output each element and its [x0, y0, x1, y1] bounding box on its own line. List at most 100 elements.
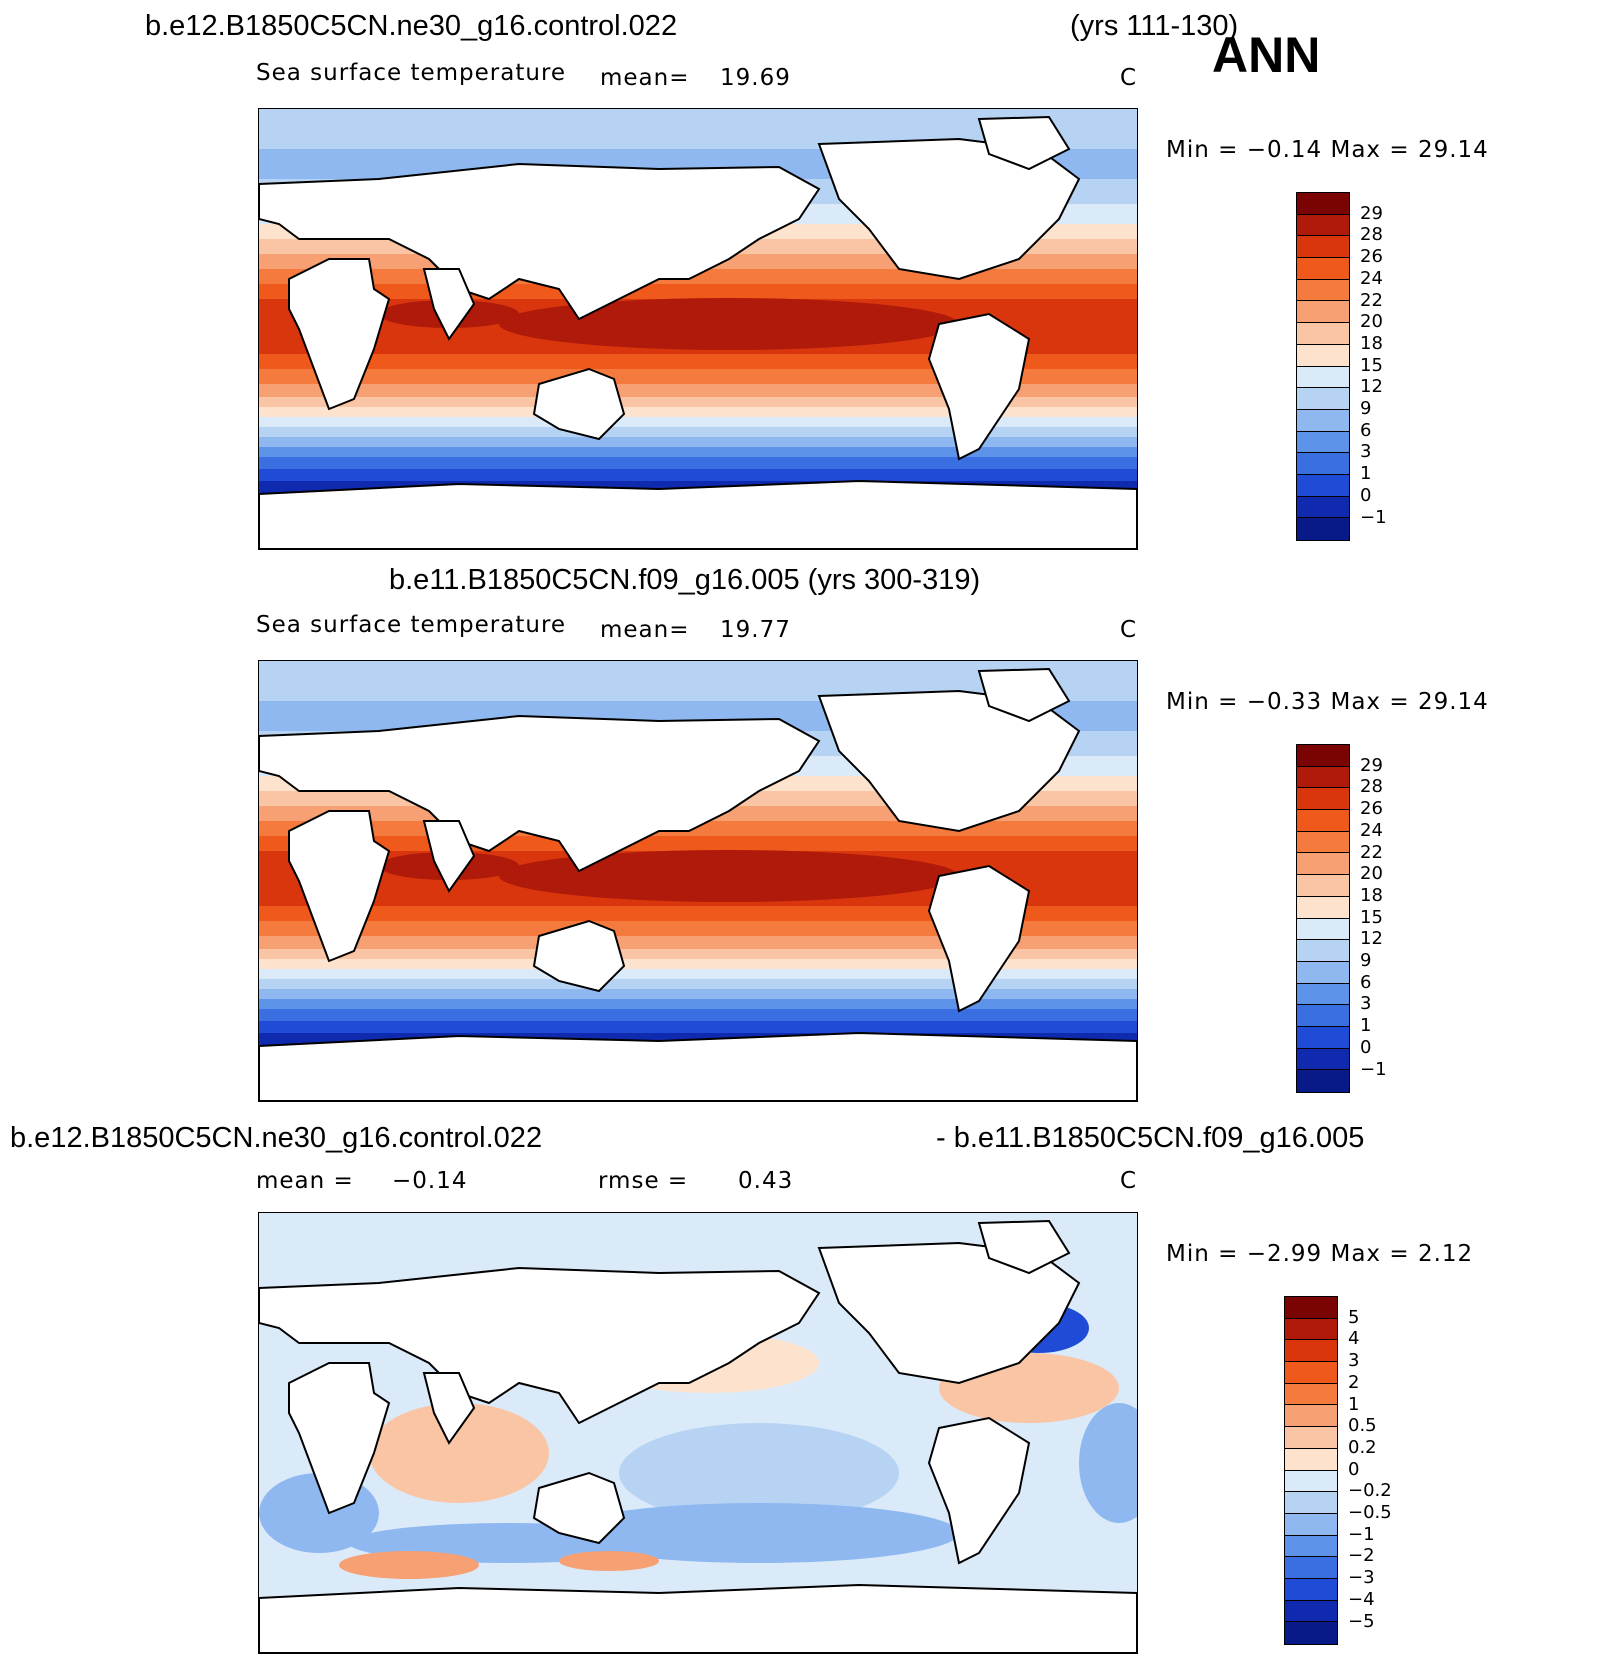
colorbar-tick-label: 0 [1360, 484, 1372, 506]
map-canvas [259, 1213, 1137, 1653]
continent-outline [927, 1416, 1031, 1565]
colorbar-tick-label: 20 [1360, 863, 1383, 885]
colorbar-tick-label: 1 [1360, 1015, 1372, 1037]
panel2-mean-label: mean= [600, 617, 690, 643]
colorbar-tick-label: 6 [1360, 971, 1372, 993]
panel1-map [258, 108, 1138, 550]
sst-band [259, 384, 1137, 397]
sst-band [259, 1009, 1137, 1021]
colorbar-tick-label: 1 [1348, 1393, 1360, 1415]
colorbar-tick-label: 29 [1360, 202, 1383, 224]
colorbar-swatch [1285, 1405, 1337, 1428]
panel3-rmse-value: 0.43 [738, 1168, 794, 1194]
colorbar-tick-label: −0.5 [1348, 1502, 1392, 1523]
panel2-map [258, 660, 1138, 1102]
colorbar-swatch [1297, 214, 1349, 237]
colorbar-swatch [1285, 1492, 1337, 1514]
panel1-units: C [1120, 65, 1138, 91]
colorbar-tick-label: 24 [1360, 267, 1383, 289]
colorbar-swatch [1297, 236, 1349, 259]
colorbar-swatch [1297, 745, 1349, 767]
sst-band [259, 397, 1137, 407]
continent-outline [927, 864, 1031, 1013]
colorbar-swatch [1297, 983, 1349, 1006]
panel1-minmax: Min = −0.14 Max = 29.14 [1166, 137, 1489, 163]
sst-band [259, 949, 1137, 959]
colorbar-tick-label: 12 [1360, 928, 1383, 950]
sst-band [259, 999, 1137, 1009]
continent-outline [259, 714, 821, 873]
colorbar-tick-label: −2 [1348, 1545, 1375, 1567]
sst-band [259, 369, 1137, 384]
colorbar-tick-label: 24 [1360, 819, 1383, 841]
continent-outline [422, 820, 476, 893]
continent-outline [532, 1471, 626, 1545]
continent-outline [422, 1372, 476, 1445]
colorbar-tick-label: 0 [1348, 1458, 1360, 1480]
sst-band [259, 969, 1137, 979]
sst-band [259, 921, 1137, 936]
colorbar-swatch [1297, 409, 1349, 432]
colorbar-tick-label: 22 [1360, 289, 1383, 311]
colorbar-tick-label: −3 [1348, 1567, 1375, 1589]
colorbar-tick-label: 2 [1348, 1371, 1360, 1393]
warm-pool [499, 850, 959, 902]
colorbar-tick-label: 26 [1360, 798, 1383, 820]
panel2-title: b.e11.B1850C5CN.f09_g16.005 (yrs 300-319… [389, 564, 981, 596]
colorbar-tick-label: 20 [1360, 311, 1383, 333]
colorbar-swatch [1285, 1535, 1337, 1558]
panel3-map [258, 1212, 1138, 1654]
colorbar-swatch [1297, 388, 1349, 410]
colorbar-tick-label: 9 [1360, 398, 1372, 419]
colorbar-swatch [1297, 301, 1349, 324]
sst-band [259, 447, 1137, 457]
colorbar-tick-label: 26 [1360, 246, 1383, 268]
colorbar-swatch [1297, 831, 1349, 854]
colorbar-swatch [1285, 1600, 1337, 1623]
panel3-units: C [1120, 1168, 1138, 1194]
colorbar-tick-label: 4 [1348, 1328, 1360, 1350]
sst-band [259, 959, 1137, 969]
continent-outline [927, 312, 1031, 461]
colorbar-tick-label: 9 [1360, 950, 1372, 971]
colorbar-tick-label: 15 [1360, 354, 1383, 376]
colorbar-tick-label: 0 [1360, 1036, 1372, 1058]
colorbar-swatch [1297, 474, 1349, 497]
sst-band [259, 989, 1137, 999]
colorbar-swatch [1297, 431, 1349, 454]
colorbar-swatch [1297, 323, 1349, 345]
panel1-mean-value: 19.69 [720, 65, 791, 91]
sst-band [259, 836, 1137, 851]
colorbar-swatch [1297, 453, 1349, 475]
diff-anomaly [1079, 1403, 1137, 1523]
season-label: ANN [1212, 27, 1321, 83]
colorbar-swatch [1285, 1622, 1337, 1644]
colorbar-swatch [1297, 496, 1349, 519]
colorbar-tick-label: −5 [1348, 1610, 1375, 1632]
panel3-title-right: - b.e11.B1850C5CN.f09_g16.005 [936, 1122, 1365, 1154]
colorbar-swatch [1297, 518, 1349, 540]
sst-band [259, 1021, 1137, 1033]
sst-band [259, 354, 1137, 369]
colorbar-tick-label: −0.2 [1348, 1480, 1392, 1502]
colorbar-tick-label: −1 [1348, 1523, 1375, 1545]
continent-outline [977, 1219, 1071, 1275]
continent-outline [288, 810, 391, 963]
colorbar-swatch [1297, 193, 1349, 215]
colorbar-swatch [1285, 1340, 1337, 1363]
colorbar-tick-label: 22 [1360, 841, 1383, 863]
continent-outline [977, 667, 1071, 723]
panel1-mean-label: mean= [600, 65, 690, 91]
panel1-title-right: (yrs 111-130) [1070, 10, 1239, 42]
sst-band [259, 407, 1137, 417]
colorbar-swatch [1285, 1470, 1337, 1493]
colorbar-swatch [1285, 1318, 1337, 1341]
sst-band [259, 417, 1137, 427]
colorbar-tick-label: 28 [1360, 776, 1383, 798]
colorbar-swatch [1297, 344, 1349, 367]
colorbar-tick-label: −1 [1360, 1058, 1387, 1080]
colorbar-swatch [1297, 875, 1349, 897]
sst-band [259, 906, 1137, 921]
colorbar-swatch [1297, 1070, 1349, 1092]
colorbar-swatch [1285, 1427, 1337, 1449]
